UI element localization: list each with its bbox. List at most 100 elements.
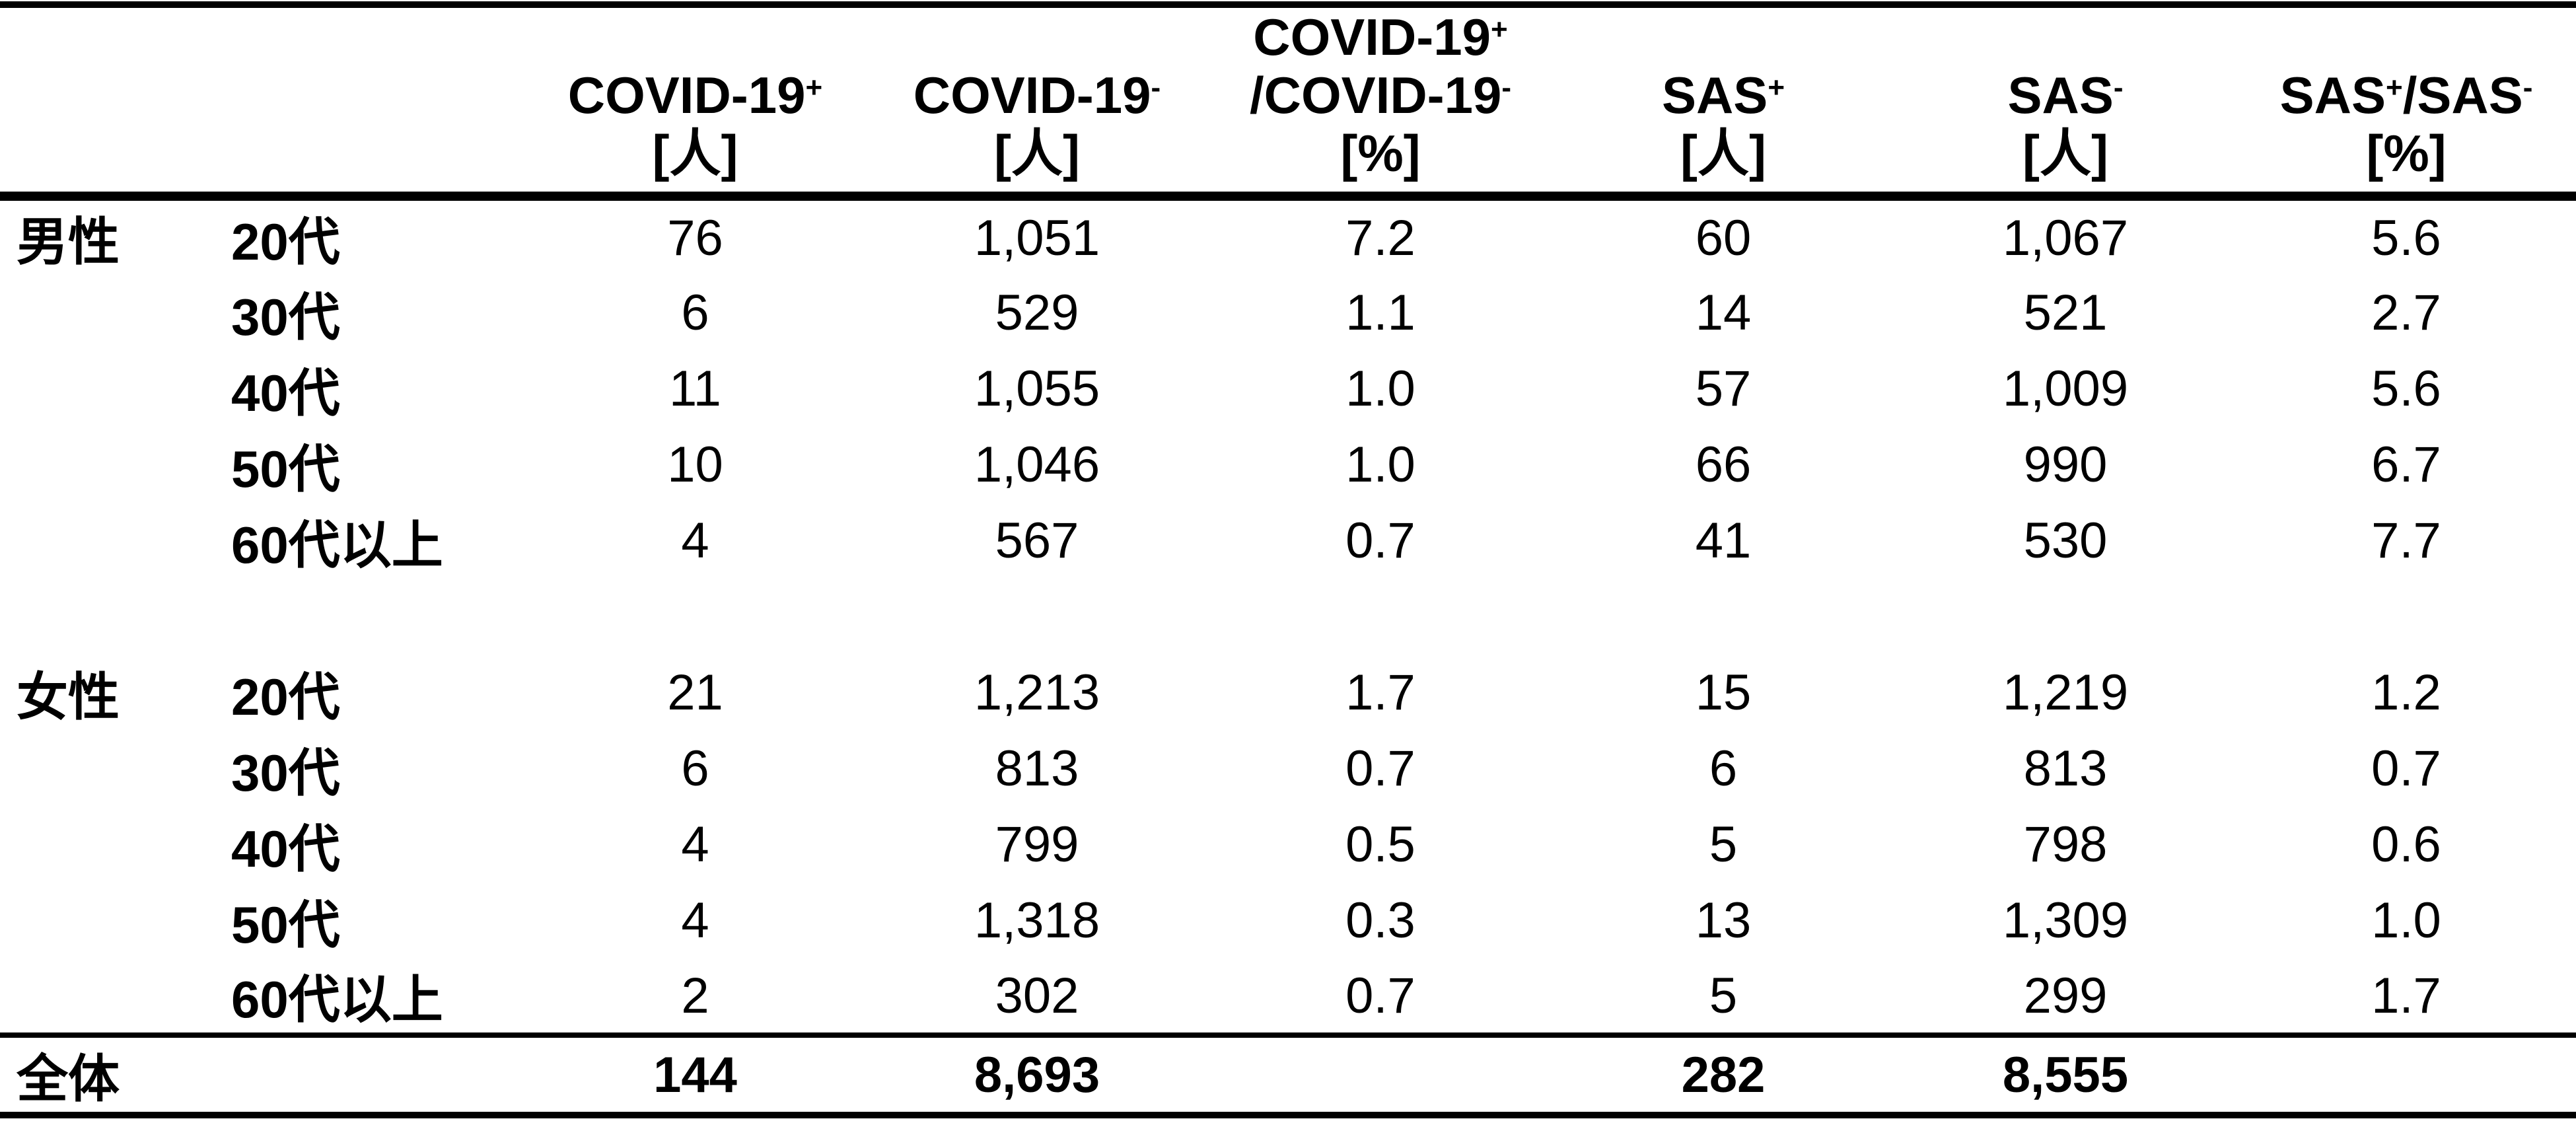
superscript-plus: + [805,71,823,104]
header-line: /COVID-19- [1209,66,1552,124]
cell-covid-neg: 813 [995,741,1079,797]
table-row-male-50s: 50代 10 1,046 1.0 66 990 6.7 [0,427,2576,503]
cell-total-age-empty [225,1035,525,1115]
table-header-row: COVID-19+ [人] COVID-19- [人] COVID-19+ /C… [0,5,2576,196]
header-line: SAS+ [1552,66,1894,124]
cell-sas-pos: 15 [1695,665,1752,721]
header-line: COVID-19- [865,66,1209,124]
cell-sas-ratio: 1.2 [2371,665,2441,721]
cell-sas-pos: 66 [1695,437,1752,493]
header-unit: [人] [652,124,738,182]
cell-sas-ratio: 6.7 [2371,437,2441,493]
cell-covid-ratio: 1.0 [1345,361,1415,417]
cell-covid-pos: 4 [681,513,709,569]
cell-sas-ratio: 2.7 [2371,285,2441,341]
cell-age: 50代 [231,895,340,954]
cell-sas-pos: 41 [1695,513,1752,569]
cell-sas-neg: 8,555 [2002,1046,2129,1103]
cell-sas-pos: 6 [1709,741,1738,797]
cell-gender [0,807,225,883]
header-line: SAS- [1894,66,2236,124]
header-line: COVID-19+ [1209,8,1552,66]
cell-sas-ratio: 5.6 [2371,361,2441,417]
header-unit: [%] [2366,124,2447,182]
cell-covid-ratio [1209,1035,1552,1115]
header-line: SAS+/SAS- [2236,66,2576,124]
cell-gender: 女性 [17,667,120,726]
cell-gender [0,731,225,807]
header-unit: [人] [1680,124,1766,182]
cell-sas-ratio: 0.7 [2371,741,2441,797]
header-text: COVID-19 [1253,8,1491,66]
cell-covid-pos: 11 [669,361,721,417]
cell-total-label: 全体 [17,1050,120,1108]
superscript-plus: + [1491,13,1508,46]
table-row-male-60plus: 60代以上 4 567 0.7 41 530 7.7 [0,503,2576,579]
cell-age: 60代以上 [231,970,443,1029]
table-row-male-30s: 30代 6 529 1.1 14 521 2.7 [0,275,2576,351]
spacer-cell [0,579,2576,655]
table-row-female-50s: 50代 4 1,318 0.3 13 1,309 1.0 [0,883,2576,959]
cell-age: 30代 [231,287,340,346]
cell-sas-neg: 990 [2023,437,2108,493]
header-cell-covid-negative: COVID-19- [人] [865,5,1209,196]
spacer-row [0,579,2576,655]
cell-sas-neg: 813 [2023,741,2108,797]
cell-sas-neg: 299 [2023,967,2108,1024]
cell-covid-ratio: 0.7 [1345,513,1415,569]
cell-covid-neg: 799 [995,816,1079,873]
header-unit: [人] [994,124,1080,182]
cell-age: 20代 [231,667,340,726]
header-text: /SAS [2402,66,2523,124]
cell-gender [0,883,225,959]
table-row-female-30s: 30代 6 813 0.7 6 813 0.7 [0,731,2576,807]
table-row-female-40s: 40代 4 799 0.5 5 798 0.6 [0,807,2576,883]
header-unit: [%] [1340,124,1421,182]
cell-covid-neg: 1,318 [974,892,1100,949]
cell-sas-ratio: 7.7 [2371,513,2441,569]
cell-sas-neg: 1,067 [2002,209,2129,266]
cell-covid-pos: 4 [681,892,709,949]
cell-covid-pos: 10 [667,437,723,493]
cell-sas-neg: 1,009 [2002,361,2129,417]
cell-sas-neg: 530 [2023,513,2108,569]
table-row-male-20s: 男性 20代 76 1,051 7.2 60 1,067 5.6 [0,196,2576,275]
header-text: COVID-19 [567,66,806,124]
cell-sas-pos: 5 [1709,967,1738,1024]
header-cell-gender-empty [0,5,225,196]
header-cell-age-empty [225,5,525,196]
cell-gender [0,275,225,351]
cell-covid-neg: 567 [995,513,1079,569]
cell-age: 20代 [231,213,340,271]
cell-covid-pos: 6 [681,741,709,797]
cell-covid-pos: 6 [681,285,709,341]
cell-gender [0,427,225,503]
header-text: COVID-19 [913,66,1151,124]
cell-sas-ratio: 0.6 [2371,816,2441,873]
cell-age: 40代 [231,363,340,422]
header-cell-covid-positive: COVID-19+ [人] [525,5,865,196]
cell-sas-pos: 60 [1695,209,1752,266]
cell-sas-ratio: 5.6 [2371,209,2441,266]
cell-covid-neg: 1,046 [974,437,1100,493]
header-unit: [人] [2022,124,2108,182]
cell-sas-neg: 798 [2023,816,2108,873]
cell-gender [0,959,225,1035]
cell-covid-neg: 1,051 [974,209,1100,266]
cell-sas-pos: 14 [1695,285,1752,341]
cell-covid-neg: 1,055 [974,361,1100,417]
cell-covid-pos: 2 [681,967,709,1024]
superscript-plus: + [2385,71,2403,104]
superscript-minus: - [2113,71,2124,104]
header-text: SAS [2007,66,2114,124]
superscript-minus: - [1151,71,1161,104]
cell-sas-ratio: 1.7 [2371,967,2441,1024]
cell-sas-neg: 521 [2023,285,2108,341]
cell-covid-ratio: 1.1 [1345,285,1415,341]
cell-sas-ratio [2236,1035,2576,1115]
cell-covid-ratio: 7.2 [1345,209,1415,266]
cell-sas-pos: 57 [1695,361,1752,417]
cell-age: 50代 [231,439,340,498]
